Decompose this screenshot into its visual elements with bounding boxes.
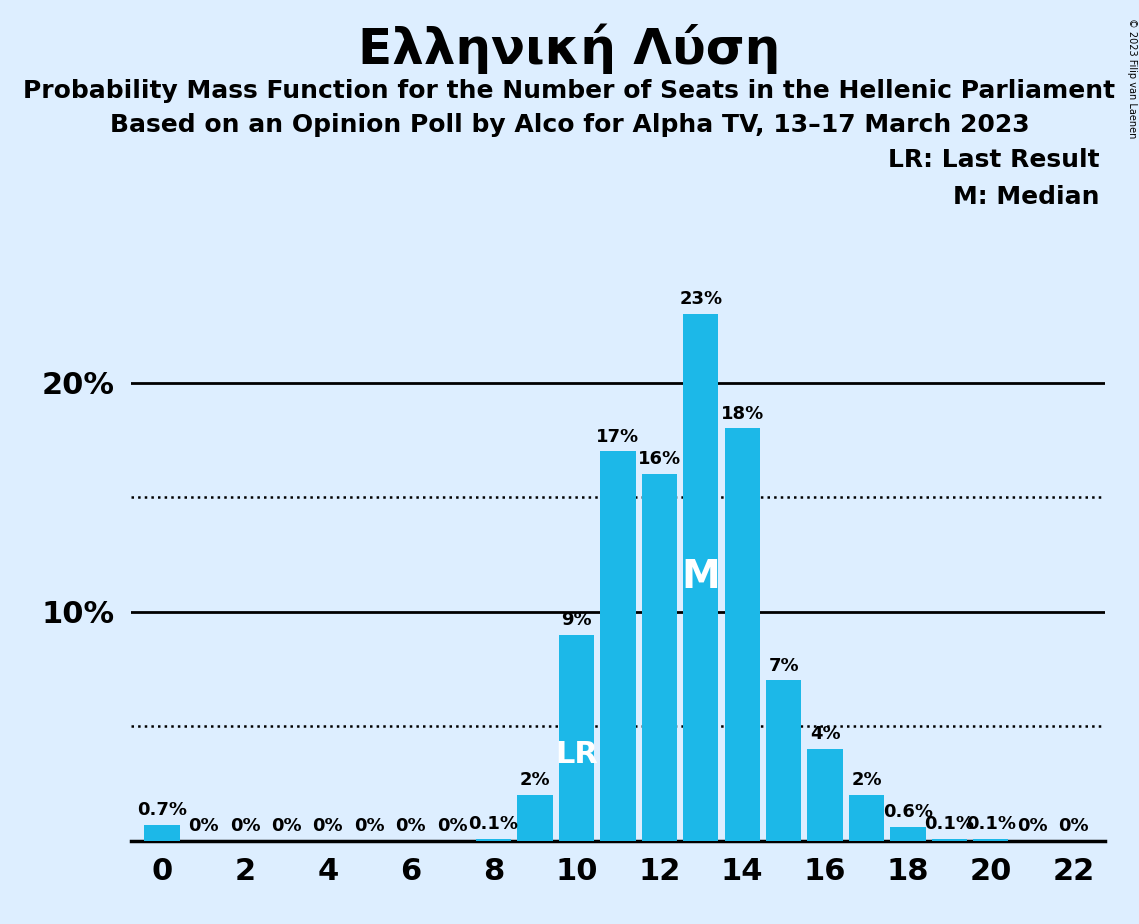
- Text: 0.1%: 0.1%: [925, 815, 975, 833]
- Text: 0%: 0%: [1017, 817, 1048, 835]
- Text: 2%: 2%: [851, 772, 882, 789]
- Text: 0.1%: 0.1%: [468, 815, 518, 833]
- Text: 0%: 0%: [354, 817, 385, 835]
- Text: 16%: 16%: [638, 451, 681, 468]
- Text: 23%: 23%: [679, 290, 722, 308]
- Bar: [724, 429, 760, 841]
- Bar: [808, 749, 843, 841]
- Text: © 2023 Filip van Laenen: © 2023 Filip van Laenen: [1126, 18, 1137, 139]
- Text: 0%: 0%: [271, 817, 302, 835]
- Bar: [476, 839, 511, 841]
- Bar: [767, 680, 801, 841]
- Bar: [559, 635, 595, 841]
- Text: LR: Last Result: LR: Last Result: [887, 148, 1099, 172]
- Text: M: Median: M: Median: [952, 185, 1099, 209]
- Bar: [641, 474, 677, 841]
- Text: 9%: 9%: [562, 611, 592, 629]
- Text: LR: LR: [555, 740, 598, 769]
- Bar: [683, 314, 719, 841]
- Bar: [145, 825, 180, 841]
- Text: 0%: 0%: [1058, 817, 1089, 835]
- Bar: [932, 839, 967, 841]
- Bar: [973, 839, 1008, 841]
- Text: 18%: 18%: [721, 405, 764, 422]
- Text: 7%: 7%: [769, 657, 798, 675]
- Bar: [517, 795, 552, 841]
- Text: 0%: 0%: [437, 817, 467, 835]
- Text: 0%: 0%: [395, 817, 426, 835]
- Text: M: M: [681, 558, 720, 596]
- Bar: [849, 795, 884, 841]
- Text: 0.1%: 0.1%: [966, 815, 1016, 833]
- Text: Based on an Opinion Poll by Alco for Alpha TV, 13–17 March 2023: Based on an Opinion Poll by Alco for Alp…: [109, 113, 1030, 137]
- Text: Ελληνική Λύση: Ελληνική Λύση: [359, 23, 780, 74]
- Bar: [891, 827, 926, 841]
- Text: 4%: 4%: [810, 725, 841, 744]
- Text: 0.6%: 0.6%: [883, 803, 933, 821]
- Text: 0%: 0%: [188, 817, 219, 835]
- Text: 0%: 0%: [312, 817, 343, 835]
- Text: 0.7%: 0.7%: [137, 801, 187, 819]
- Text: 17%: 17%: [597, 428, 639, 445]
- Text: 2%: 2%: [519, 772, 550, 789]
- Text: Probability Mass Function for the Number of Seats in the Hellenic Parliament: Probability Mass Function for the Number…: [24, 79, 1115, 103]
- Bar: [600, 451, 636, 841]
- Text: 0%: 0%: [230, 817, 260, 835]
